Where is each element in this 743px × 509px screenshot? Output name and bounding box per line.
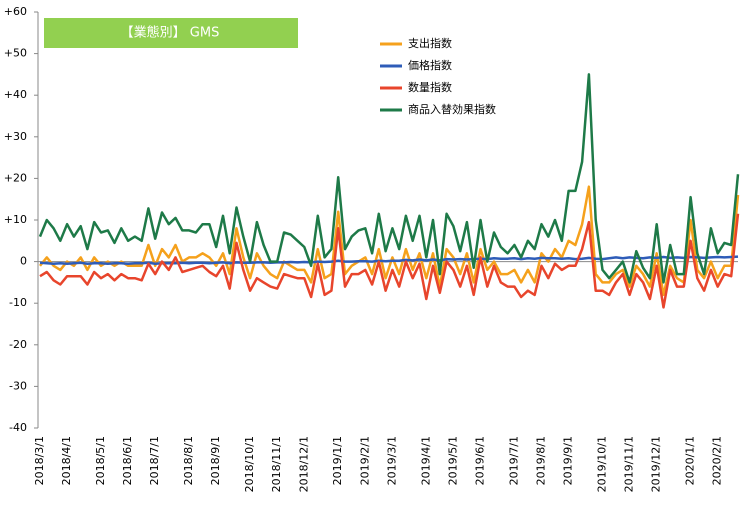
x-tick-label: 2018/10/1 [243,436,256,492]
x-tick-label: 2018/7/1 [148,436,161,485]
x-tick-label: 2019/9/1 [562,436,575,485]
legend-label: 価格指数 [408,58,452,72]
legend-label: 数量指数 [408,80,452,94]
series-line [39,255,739,265]
x-tick-label: 2018/8/1 [182,436,195,485]
series-line [38,73,740,284]
y-tick-label: +40 [4,88,27,101]
y-tick-label: -20 [9,338,27,351]
legend-label: 商品入替効果指数 [408,102,496,116]
x-tick-label: 2019/2/1 [358,436,371,485]
x-tick-label: 2018/6/1 [121,436,134,485]
legend-label: 支出指数 [408,36,452,50]
x-tick-label: 2019/6/1 [473,436,486,485]
x-tick-label: 2020/2/1 [711,436,724,485]
y-tick-label: -10 [9,296,27,309]
x-tick-label: 2020/1/1 [684,436,697,485]
y-tick-label: +20 [4,171,27,184]
x-tick-label: 2019/12/1 [650,436,663,492]
x-tick-label: 2018/9/1 [209,436,222,485]
y-tick-label: +30 [4,130,27,143]
y-tick-label: -30 [9,379,27,392]
y-tick-label: +60 [4,5,27,18]
x-tick-label: 2018/3/1 [33,436,46,485]
x-tick-label: 2019/11/1 [623,436,636,492]
chart-title: 【業態別】 GMS [121,25,220,41]
series-line [39,213,740,309]
x-tick-label: 2018/11/1 [270,436,283,492]
x-tick-label: 2019/3/1 [385,436,398,485]
x-tick-label: 2018/12/1 [297,436,310,492]
x-tick-label: 2019/7/1 [507,436,520,485]
y-tick-label: -40 [9,421,27,434]
x-tick-label: 2019/5/1 [446,436,459,485]
x-tick-label: 2019/8/1 [534,436,547,485]
title-box [44,18,298,48]
x-tick-label: 2018/5/1 [94,436,107,485]
x-tick-label: 2019/10/1 [595,436,608,492]
x-tick-label: 2019/1/1 [331,436,344,485]
x-tick-label: 2019/4/1 [419,436,432,485]
y-tick-label: 0 [20,255,27,268]
y-tick-label: +50 [4,47,27,60]
x-tick-label: 2018/4/1 [60,436,73,485]
y-tick-label: +10 [4,213,27,226]
